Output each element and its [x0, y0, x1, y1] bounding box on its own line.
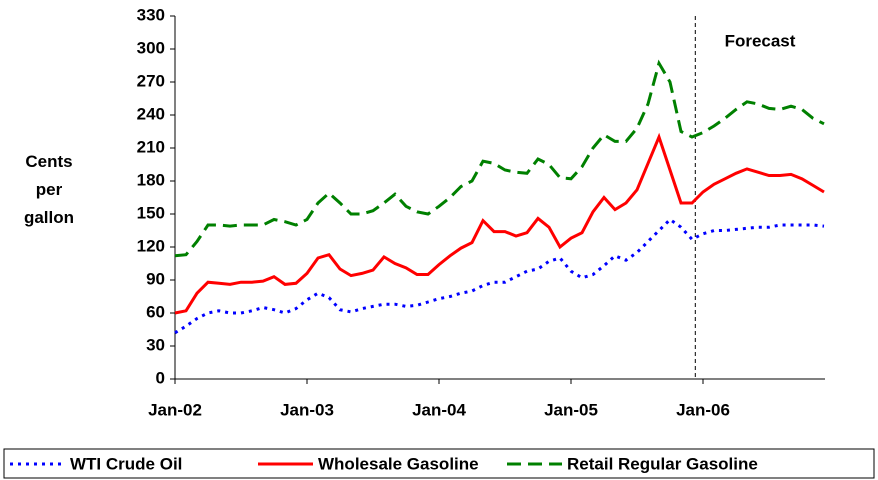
x-tick-label: Jan-03 — [280, 400, 334, 419]
y-tick-label: 300 — [137, 38, 165, 57]
y-tick-label: 120 — [137, 236, 165, 255]
legend-label: WTI Crude Oil — [70, 454, 182, 473]
y-tick-label: 270 — [137, 71, 165, 90]
legend-label: Wholesale Gasoline — [318, 454, 479, 473]
y-tick-label: 0 — [156, 368, 165, 387]
y-tick-label: 150 — [137, 203, 165, 222]
y-axis-label: Cents per gallon — [23, 152, 75, 227]
x-tick-label: Jan-06 — [676, 400, 730, 419]
legend-label: Retail Regular Gasoline — [567, 454, 758, 473]
legend-box — [3, 448, 875, 479]
annotation: Forecast — [725, 31, 796, 50]
series-line — [174, 59, 825, 258]
x-tick-label: Jan-04 — [412, 400, 466, 419]
y-tick-label: 30 — [146, 335, 165, 354]
x-tick-label: Jan-05 — [544, 400, 598, 419]
series-line — [174, 132, 825, 315]
y-tick-label: 90 — [146, 269, 165, 288]
x-tick-label: Jan-02 — [148, 400, 202, 419]
y-tick-label: 330 — [137, 5, 165, 24]
y-tick-label: 210 — [137, 137, 165, 156]
y-tick-label: 60 — [146, 302, 165, 321]
y-tick-label: 180 — [137, 170, 165, 189]
y-tick-label: 240 — [137, 104, 165, 123]
